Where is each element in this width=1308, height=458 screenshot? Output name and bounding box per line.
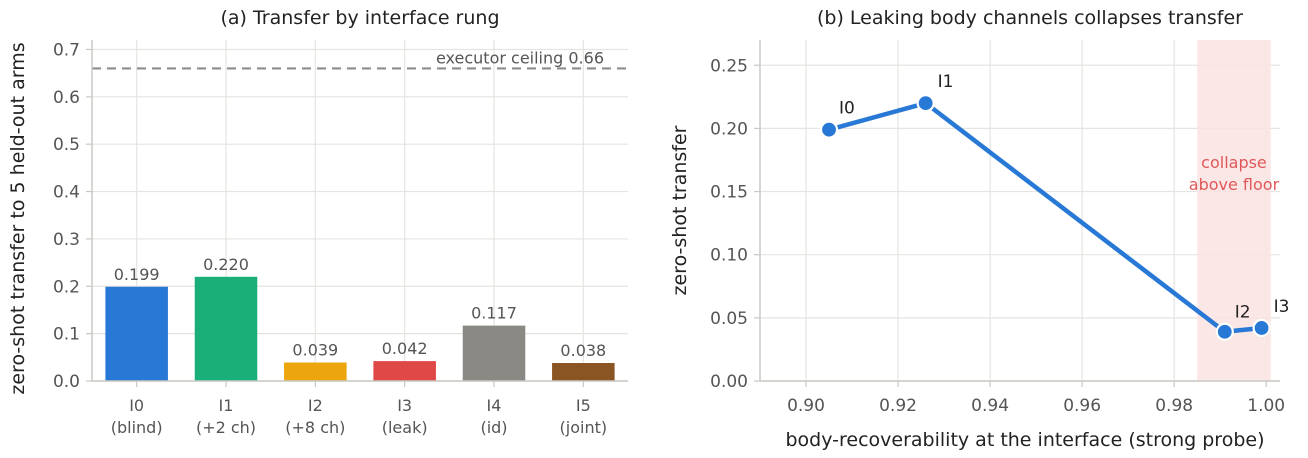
panel-b-y-tick-label: 0.05	[710, 309, 748, 329]
bar-value-label: 0.039	[292, 341, 338, 360]
bar-value-label: 0.038	[560, 341, 606, 360]
panel-b-x-tick-label: 0.98	[1155, 396, 1193, 416]
panel-a-y-tick-label: 0.0	[53, 372, 80, 392]
panel-b-x-tick-label: 1.00	[1247, 396, 1285, 416]
panel-a-x-tick-label: I5	[576, 396, 591, 415]
panel-a-x-tick-label: I0	[129, 396, 144, 415]
point-label: I3	[1274, 297, 1290, 317]
panel-a-x-tick-sublabel: (leak)	[382, 418, 428, 437]
bar-value-label: 0.042	[382, 339, 428, 358]
data-point-I3	[1252, 318, 1271, 338]
point-label: I0	[839, 99, 855, 119]
panel-a-x-tick-sublabel: (joint)	[560, 418, 608, 437]
panel-a-title: (a) Transfer by interface rung	[220, 7, 499, 29]
panel-b-x-tick-label: 0.90	[787, 396, 825, 416]
panel-a-x-tick-label: I3	[397, 396, 412, 415]
panel-a-y-tick-label: 0.7	[53, 40, 80, 60]
bar-I4	[462, 325, 526, 381]
panel-a-gridlines	[92, 40, 628, 382]
panel-b-title: (b) Leaking body channels collapses tran…	[817, 7, 1243, 29]
panel-a-x-tick-sublabel: (+8 ch)	[285, 418, 345, 437]
panel-a-x-tick-sublabel: (+2 ch)	[196, 418, 256, 437]
panel-a-y-tick-label: 0.1	[53, 325, 80, 345]
panel-a-y-tick-label: 0.2	[53, 277, 80, 297]
bar-I0	[105, 286, 168, 381]
panel-a-bars: 0.199 0.220 0.039 0.042 0.117 0.038	[105, 255, 615, 381]
panel-b-x-tick-label: 0.92	[879, 396, 917, 416]
panel-b-x-axis-label: body-recoverability at the interface (st…	[786, 429, 1265, 451]
panel-b-axes: 0.90 0.92 0.94 0.96 0.98 1.00 0.00 0.05 0.10 0.15…	[710, 40, 1285, 416]
panel-a-axes: 0.0 0.1 0.2 0.3 0.4 0.5 0.6 0.7 I0 (blind) I1 (+2 c…	[53, 40, 628, 437]
bar-I2	[284, 362, 347, 381]
collapse-region-label-line2: above floor	[1189, 175, 1280, 194]
panel-a-y-tick-label: 0.3	[53, 230, 80, 250]
bar-I5	[552, 363, 615, 381]
panel-a-x-tick-sublabel: (blind)	[111, 418, 163, 437]
panel-a-y-tick-label: 0.5	[53, 135, 80, 155]
panel-a-x-tick-sublabel: (id)	[480, 418, 507, 437]
data-point-I2	[1215, 322, 1234, 341]
panel-b-y-tick-label: 0.20	[710, 119, 748, 139]
panel-a-y-axis-label: zero-shot transfer to 5 held-out arms	[7, 42, 29, 394]
data-point-I1	[916, 94, 935, 113]
executor-ceiling-label: executor ceiling 0.66	[436, 48, 604, 67]
panel-b-y-tick-label: 0.25	[710, 56, 748, 76]
transfer-line	[828, 100, 1262, 334]
bar-I1	[194, 276, 258, 381]
bar-I3	[373, 361, 436, 381]
panel-b-y-tick-label: 0.15	[710, 183, 748, 203]
point-label: I2	[1235, 303, 1251, 323]
panel-a-y-tick-label: 0.6	[53, 88, 80, 108]
bar-value-label: 0.199	[114, 265, 160, 284]
panel-b-y-tick-label: 0.00	[710, 372, 748, 392]
panel-b-x-tick-label: 0.94	[971, 396, 1009, 416]
panel-b-y-axis-label: zero-shot transfer	[669, 125, 691, 295]
collapse-region-label-line1: collapse	[1201, 153, 1267, 172]
data-point-I0	[819, 120, 839, 139]
panel-a-x-tick-label: I2	[308, 396, 323, 415]
panel-b-y-tick-label: 0.10	[710, 246, 748, 266]
bar-value-label: 0.220	[203, 255, 249, 274]
panel-a-x-tick-label: I1	[219, 396, 234, 415]
bar-value-label: 0.117	[471, 304, 517, 323]
panel-a-y-tick-label: 0.4	[53, 183, 80, 203]
panel-a-x-tick-label: I4	[487, 396, 502, 415]
panel-b-x-tick-label: 0.96	[1063, 396, 1101, 416]
panel-b-points: I0 I1 I2 I3	[819, 72, 1290, 341]
point-label: I1	[938, 72, 954, 92]
